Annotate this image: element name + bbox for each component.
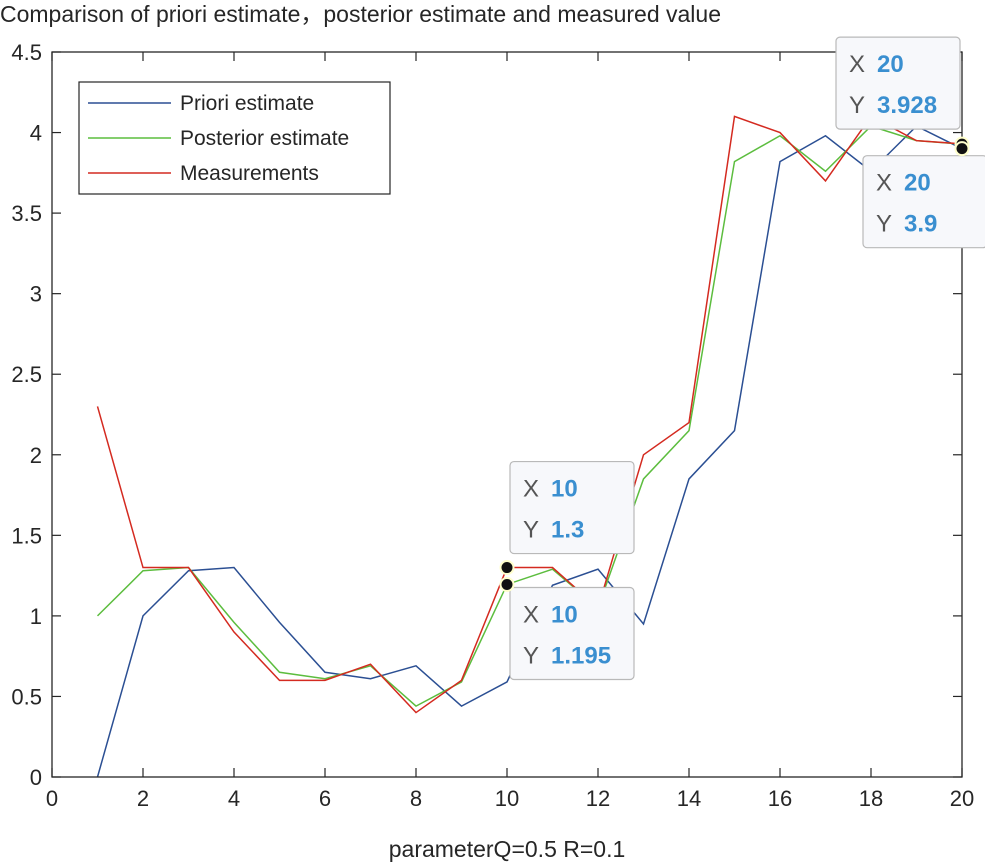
- datatip-box: [862, 155, 985, 249]
- series-line-3: [96, 115, 963, 714]
- y-tick-label: 3.5: [11, 201, 42, 226]
- datatip-x-label: X: [523, 476, 539, 503]
- series-line-2: [96, 125, 963, 708]
- datatip-x-label: X: [523, 601, 539, 628]
- y-tick-label: 0: [30, 765, 42, 790]
- x-tick-label: 6: [319, 786, 331, 811]
- x-tick-label: 18: [859, 786, 883, 811]
- y-tick-label: 0.5: [11, 684, 42, 709]
- x-tick-label: 12: [586, 786, 610, 811]
- y-tick-label: 2: [30, 443, 42, 468]
- datatip-x-value: 10: [551, 476, 578, 503]
- datatip-y-value: 3.9: [904, 211, 937, 238]
- x-tick-label: 8: [410, 786, 422, 811]
- x-tick-label: 16: [768, 786, 792, 811]
- datatips-layer: X 10 Y 1.3 X 10 Y 1.195 X 20 Y 3.928 X 20 Y 3.9: [499, 36, 985, 681]
- datatip-y-label: Y: [523, 642, 539, 669]
- datatip-y-value: 1.3: [551, 517, 584, 544]
- legend: Priori estimate Posterior estimate Measure…: [78, 81, 391, 195]
- datatip-marker: [499, 576, 515, 592]
- legend-label-1: Priori estimate: [180, 92, 314, 115]
- datatip-2: X 10 Y 1.195: [509, 586, 635, 681]
- datatip-box: [509, 586, 635, 681]
- x-tick-label: 2: [137, 786, 149, 811]
- datatip-box: [835, 36, 961, 130]
- datatip-x-value: 20: [877, 51, 904, 78]
- legend-label-2: Posterior estimate: [180, 127, 349, 150]
- datatip-marker: [954, 141, 970, 157]
- x-tick-label: 4: [228, 786, 240, 811]
- datatip-x-value: 10: [551, 601, 578, 628]
- axis-ticks: 0 2 4 6 8 10 12 14 16 18 20 0 0.5 1 1.5 2 2.5 3 3.5 4 4.5: [11, 40, 974, 811]
- x-tick-label: 10: [495, 786, 519, 811]
- datatip-y-label: Y: [876, 211, 892, 238]
- y-tick-label: 3: [30, 282, 42, 307]
- y-tick-label: 2.5: [11, 362, 42, 387]
- x-tick-label: 20: [950, 786, 974, 811]
- x-tick-label: 14: [677, 786, 701, 811]
- y-tick-label: 1.5: [11, 523, 42, 548]
- datatip-x-value: 20: [904, 170, 931, 197]
- datatip-1: X 10 Y 1.3: [509, 460, 635, 555]
- datatip-box: [509, 460, 635, 555]
- x-axis-label: parameterQ=0.5 R=0.1: [389, 836, 626, 862]
- datatip-y-label: Y: [523, 517, 539, 544]
- datatip-y-label: Y: [849, 92, 865, 119]
- chart-title: Comparison of priori estimate，posterior …: [0, 1, 721, 27]
- datatip-marker: [499, 560, 515, 576]
- datatip-4: X 20 Y 3.9: [862, 155, 985, 249]
- datatip-x-label: X: [876, 170, 892, 197]
- datatip-x-label: X: [849, 51, 865, 78]
- legend-label-3: Measurements: [180, 162, 319, 185]
- y-tick-label: 4.5: [11, 40, 42, 65]
- y-tick-label: 4: [30, 121, 42, 146]
- datatip-y-value: 1.195: [551, 642, 611, 669]
- datatip-3: X 20 Y 3.928: [835, 36, 961, 130]
- x-tick-label: 0: [46, 786, 58, 811]
- y-tick-label: 1: [30, 604, 42, 629]
- datatip-y-value: 3.928: [877, 92, 937, 119]
